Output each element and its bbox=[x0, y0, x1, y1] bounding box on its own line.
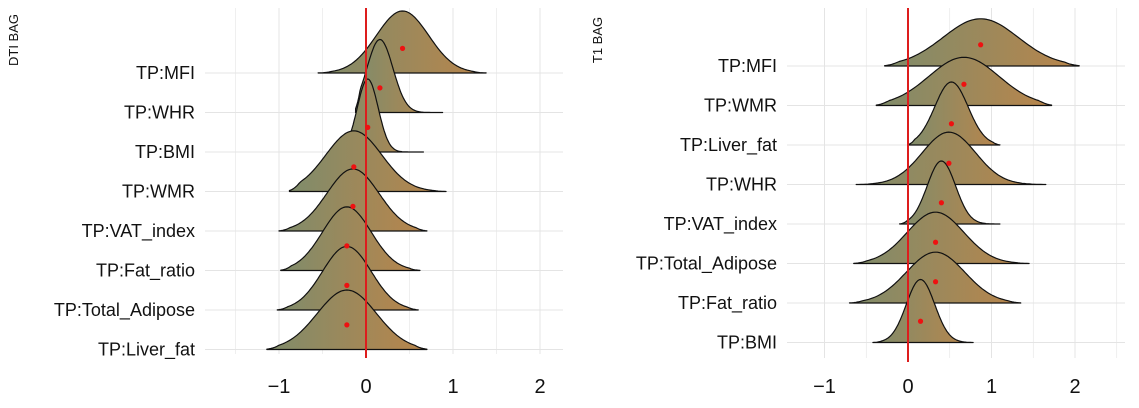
mean-point bbox=[350, 203, 356, 209]
x-tick-label: 0 bbox=[902, 376, 913, 398]
mean-point bbox=[917, 318, 924, 324]
category-label: TP:MFI bbox=[718, 56, 777, 76]
category-label: TP:Total_Adipose bbox=[54, 300, 195, 321]
x-tick-label: 1 bbox=[986, 376, 997, 398]
category-label: TP:Total_Adipose bbox=[636, 254, 777, 275]
category-label: TP:WMR bbox=[704, 96, 777, 116]
ridge-tp-vat-index bbox=[899, 160, 1001, 225]
category-label: TP:BMI bbox=[135, 142, 195, 162]
category-label: TP:Fat_ratio bbox=[96, 261, 195, 282]
mean-point bbox=[961, 81, 967, 87]
ridge-tp-mfi bbox=[317, 10, 487, 74]
ridge-tp-whr bbox=[855, 131, 1047, 186]
mean-point bbox=[948, 121, 955, 127]
panel-t1-bag: TP:MFI TP:WMR TP:Liver_fat TP:WHR TP:VAT_ind… bbox=[590, 8, 1125, 398]
x-tick-label: 0 bbox=[360, 376, 371, 398]
ridge-tp-wmr bbox=[875, 56, 1053, 107]
mean-point bbox=[344, 243, 350, 249]
ridge-tp-wmr bbox=[288, 130, 447, 193]
ridge-tp-bmi bbox=[872, 278, 974, 344]
ridge-tp-whr bbox=[354, 38, 444, 114]
mean-point bbox=[365, 124, 371, 130]
x-tick-label: −1 bbox=[813, 376, 836, 398]
ridge-tp-mfi bbox=[884, 18, 1080, 67]
category-label: TP:Fat_ratio bbox=[678, 293, 777, 314]
category-label: TP:VAT_index bbox=[82, 221, 195, 242]
panel-dti-bag: TP:MFI TP:WHR TP:BMI TP:WMR TP:VAT_index TP:F… bbox=[6, 8, 563, 398]
y-axis-title: DTI BAG bbox=[6, 14, 21, 66]
x-tick-label: 2 bbox=[1069, 376, 1080, 398]
x-tick-label: −1 bbox=[268, 376, 291, 398]
category-label: TP:WHR bbox=[124, 103, 195, 123]
mean-point bbox=[932, 239, 939, 245]
category-label: TP:MFI bbox=[136, 63, 195, 83]
x-tick-label: 1 bbox=[447, 376, 458, 398]
category-label: TP:WHR bbox=[706, 175, 777, 195]
mean-point bbox=[932, 279, 939, 285]
category-label: TP:BMI bbox=[717, 333, 777, 353]
mean-point bbox=[399, 45, 406, 51]
y-axis-title: T1 BAG bbox=[590, 17, 605, 63]
mean-point bbox=[946, 160, 952, 166]
ridge-tp-fat-ratio bbox=[848, 251, 1022, 304]
mean-point bbox=[938, 200, 945, 206]
ridge-tp-liver-fat bbox=[266, 289, 428, 351]
x-tick-label: 2 bbox=[534, 376, 545, 398]
mean-point bbox=[377, 85, 383, 91]
ridge-tp-total-adipose bbox=[853, 211, 1030, 265]
category-label: TP:Liver_fat bbox=[680, 135, 777, 156]
mean-point bbox=[351, 164, 357, 170]
category-label: TP:WMR bbox=[122, 182, 195, 202]
ridge-tp-liver-fat bbox=[907, 81, 1001, 146]
mean-point bbox=[344, 282, 350, 288]
category-label: TP:VAT_index bbox=[664, 214, 777, 235]
mean-point bbox=[978, 42, 984, 48]
mean-point bbox=[344, 322, 350, 328]
category-label: TP:Liver_fat bbox=[98, 340, 195, 361]
